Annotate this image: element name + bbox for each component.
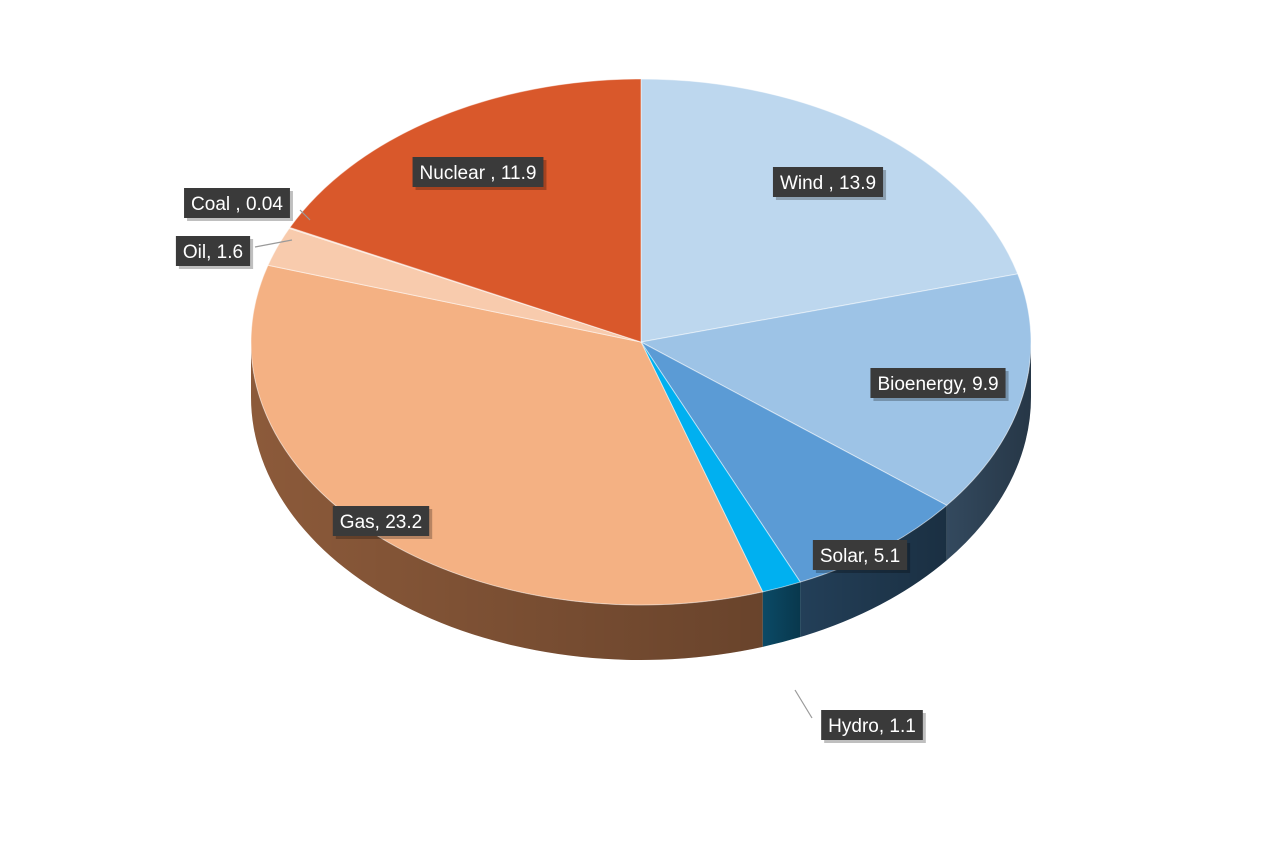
pie-sides xyxy=(251,342,1031,660)
label-box xyxy=(175,236,251,266)
leader-oil xyxy=(254,239,293,248)
leader-coal xyxy=(299,209,311,221)
label-wind: Wind , 13.9 xyxy=(772,167,887,200)
label-box xyxy=(812,540,908,570)
label-box xyxy=(821,710,923,740)
label-text: Wind , 13.9 xyxy=(780,173,876,194)
label-box xyxy=(870,368,1006,398)
label-box xyxy=(772,167,884,197)
label-text: Bioenergy, 9.9 xyxy=(877,374,998,395)
label-text: Nuclear , 11.9 xyxy=(420,163,537,184)
label-text: Oil, 1.6 xyxy=(183,242,243,263)
label-box xyxy=(184,188,290,218)
label-bioenergy: Bioenergy, 9.9 xyxy=(870,368,1009,401)
label-box xyxy=(412,157,544,187)
label-hydro: Hydro, 1.1 xyxy=(821,710,926,743)
label-box xyxy=(332,506,430,536)
label-solar: Solar, 5.1 xyxy=(812,540,911,573)
slice-bioenergy xyxy=(639,273,1032,506)
leader-lines xyxy=(254,209,813,719)
label-coal: Coal , 0.04 xyxy=(184,188,293,221)
label-text: Hydro, 1.1 xyxy=(828,716,916,737)
slice-wind xyxy=(640,78,1019,343)
slice-nuclear xyxy=(289,78,642,343)
side-shade-solar xyxy=(800,505,947,638)
label-gas: Gas, 23.2 xyxy=(332,506,433,539)
data-labels: Wind , 13.9 Bioenergy, 9.9 Solar, 5.1 Hydro… xyxy=(175,157,1009,743)
leader-hydro xyxy=(794,689,813,719)
label-nuclear: Nuclear , 11.9 xyxy=(412,157,547,190)
side-shade-hydro xyxy=(762,582,801,647)
side-shade-bioenergy xyxy=(946,342,1031,561)
side-shade-gas xyxy=(251,342,763,660)
label-text: Coal , 0.04 xyxy=(191,194,283,215)
label-text: Solar, 5.1 xyxy=(820,546,900,567)
label-text: Gas, 23.2 xyxy=(340,512,422,533)
label-oil: Oil, 1.6 xyxy=(175,236,254,269)
